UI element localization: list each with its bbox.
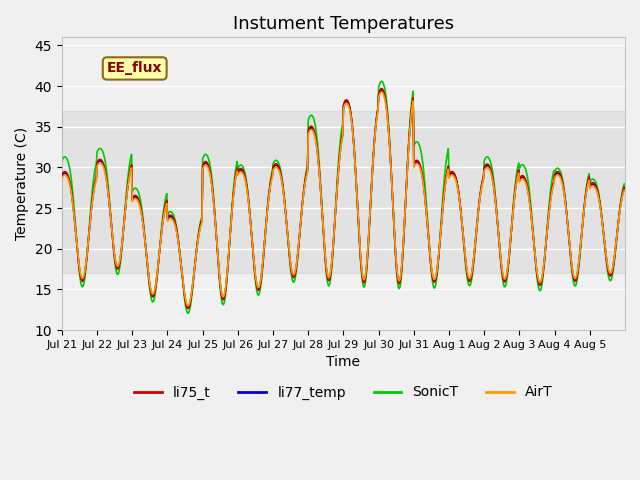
- Title: Instument Temperatures: Instument Temperatures: [233, 15, 454, 33]
- Text: EE_flux: EE_flux: [107, 61, 163, 75]
- Bar: [62, 110, 625, 273]
- Legend: li75_t, li77_temp, SonicT, AirT: li75_t, li77_temp, SonicT, AirT: [129, 380, 559, 405]
- X-axis label: Time: Time: [326, 355, 360, 369]
- Y-axis label: Temperature (C): Temperature (C): [15, 127, 29, 240]
